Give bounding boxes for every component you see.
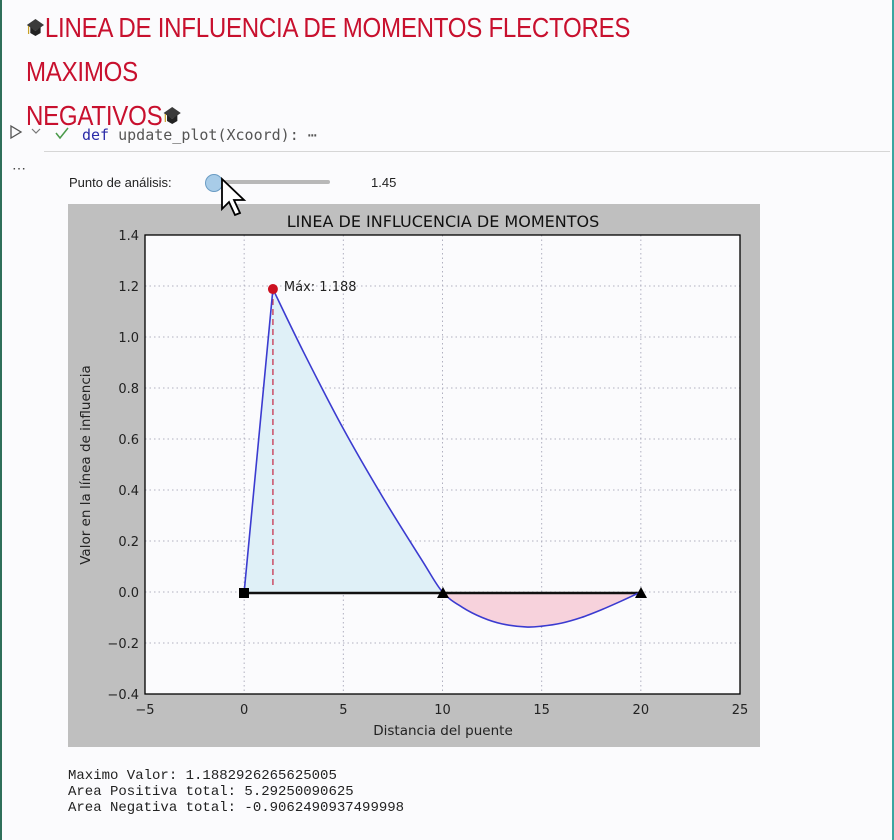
- heading-line1: LINEA DE INFLUENCIA DE MOMENTOS FLECTORE…: [26, 12, 631, 87]
- roller-support-icon: [437, 587, 449, 598]
- max-point-marker: [267, 284, 278, 295]
- chevron-down-icon[interactable]: [31, 127, 41, 135]
- code-signature: update_plot(Xcoord):: [109, 126, 299, 144]
- window-border-right: [892, 0, 894, 840]
- cell-divider: [44, 151, 890, 152]
- axes-frame: [144, 234, 741, 695]
- graduation-cap-icon: [26, 19, 45, 36]
- slider-track[interactable]: [216, 180, 330, 184]
- svg-text:0.0: 0.0: [118, 586, 139, 601]
- svg-text:1.2: 1.2: [118, 280, 139, 295]
- max-annotation: Máx: 1.188: [284, 280, 357, 295]
- output-menu-button[interactable]: ⋯: [12, 160, 27, 176]
- code-keyword: def: [82, 126, 110, 144]
- check-icon: [55, 127, 69, 140]
- svg-text:20: 20: [633, 703, 650, 718]
- svg-text:0: 0: [240, 703, 248, 718]
- fixed-support-icon: [239, 588, 249, 598]
- influence-line-chart: Máx: 1.188 −5 0 5 10 15 20 25 1.4 1.2 1.0 0.8 0.6 0.…: [78, 212, 748, 739]
- svg-text:5: 5: [339, 703, 347, 718]
- influence-curve: [243, 286, 642, 628]
- svg-text:−5: −5: [135, 703, 154, 718]
- output-positive-area: Area Positiva total: 5.29250090625: [68, 784, 354, 800]
- expand-code-ellipsis[interactable]: ⋯: [307, 126, 317, 144]
- slider-value: 1.45: [371, 175, 397, 190]
- svg-text:25: 25: [732, 703, 749, 718]
- svg-text:0.6: 0.6: [118, 433, 139, 448]
- run-cell-icon[interactable]: [9, 124, 23, 140]
- roller-support-icon: [635, 587, 647, 598]
- cell-text-output: Maximo Valor: 1.1882926265625005 Area Pos…: [68, 768, 404, 816]
- heading-line2: NEGATIVOS: [26, 100, 163, 131]
- svg-text:0.2: 0.2: [118, 535, 139, 550]
- negative-area-fill: [442, 592, 641, 628]
- svg-text:0.4: 0.4: [118, 484, 139, 499]
- svg-text:10: 10: [434, 703, 451, 718]
- svg-text:15: 15: [533, 703, 550, 718]
- svg-text:1.4: 1.4: [118, 229, 139, 244]
- markdown-heading: LINEA DE INFLUENCIA DE MOMENTOS FLECTORE…: [26, 6, 714, 138]
- chart-title: LINEA DE INFLUCENCIA DE MOMENTOS: [287, 212, 599, 231]
- window-border-left: [0, 0, 2, 840]
- plot-figure: Máx: 1.188 −5 0 5 10 15 20 25 1.4 1.2 1.0 0.8 0.6 0.…: [68, 204, 760, 747]
- y-axis-label: Valor en la línea de influencia: [78, 365, 94, 565]
- axis-ticks: −5 0 5 10 15 20 25 1.4 1.2 1.0 0.8 0.6 0.4 0.2 0.0 −0.2…: [107, 229, 748, 718]
- x-axis-label: Distancia del puente: [373, 723, 513, 739]
- svg-text:0.8: 0.8: [118, 382, 139, 397]
- mouse-cursor-icon: [221, 177, 247, 217]
- collapsed-code-cell[interactable]: def update_plot(Xcoord): ⋯: [82, 126, 317, 144]
- svg-text:−0.2: −0.2: [107, 637, 139, 652]
- output-max-value: Maximo Valor: 1.1882926265625005: [68, 768, 337, 784]
- positive-area-fill: [244, 289, 443, 592]
- svg-text:1.0: 1.0: [118, 331, 139, 346]
- svg-text:−0.4: −0.4: [107, 688, 139, 703]
- output-negative-area: Area Negativa total: -0.9062490937499998: [68, 800, 405, 816]
- graduation-cap-icon: [163, 107, 181, 124]
- slider-label: Punto de análisis:: [69, 175, 172, 190]
